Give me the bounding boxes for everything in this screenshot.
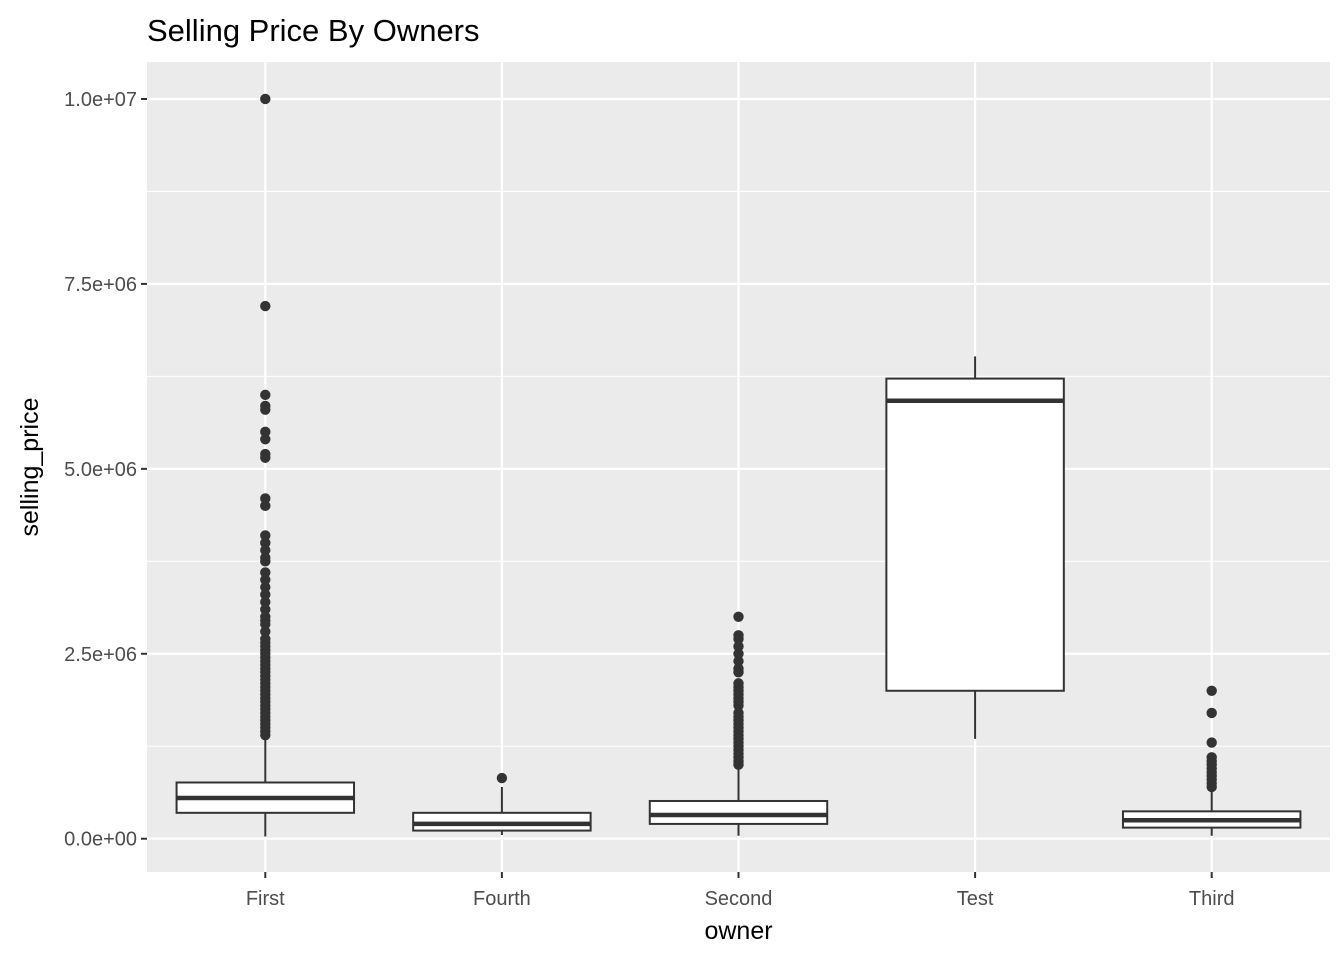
outlier-point [260,493,271,504]
outlier-point [260,567,271,578]
outlier-point [733,700,744,711]
y-tick-label: 0.0e+00 [64,829,137,851]
x-tick-label: Second [705,888,773,910]
outlier-point [260,500,271,512]
y-axis: 0.0e+00 2.5e+06 5.0e+06 7.5e+06 1.0e+07 [64,89,147,851]
outlier-point [260,604,271,615]
outlier-point [496,772,508,784]
outlier-point [1206,737,1217,748]
x-tick-label: Third [1189,888,1235,910]
y-tick-label: 1.0e+07 [64,89,137,111]
outlier-point [260,545,271,556]
x-axis: First Fourth Second Test Third [246,872,1235,910]
box-second [648,611,829,836]
outlier-point [733,759,744,770]
outlier-point [260,426,271,438]
outlier-point [733,667,744,678]
outlier-point [733,655,744,667]
outlier-point [260,729,271,741]
outlier-point [1206,685,1217,696]
box-iqr [648,799,829,825]
box-iqr [885,377,1065,692]
outlier-point [260,582,271,593]
x-tick-label: Fourth [473,888,531,910]
box-fourth [412,772,592,836]
box-third [1121,685,1302,836]
outlier-point [260,93,271,105]
outlier-point [260,530,271,541]
outlier-point [260,626,271,637]
outlier-point [733,633,744,645]
outlier-point [260,434,271,445]
outlier-point [260,452,271,463]
outlier-point [260,389,271,401]
outlier-point [260,404,271,415]
outlier-point [260,556,271,567]
outlier-point [1206,707,1217,719]
y-tick-label: 2.5e+06 [64,644,137,666]
outlier-point [733,648,744,659]
box-first [175,93,356,837]
outlier-point [260,618,271,630]
box-series [175,93,1302,837]
x-axis-title: owner [704,917,772,945]
outlier-point [733,611,744,622]
y-axis-title: selling_price [16,398,44,537]
outlier-point [733,641,744,652]
outlier-point [260,537,271,549]
x-tick-label: Test [957,888,994,910]
chart-title: Selling Price By Owners [147,13,480,48]
outlier-point [260,589,271,600]
outlier-point [260,596,271,608]
y-tick-label: 7.5e+06 [64,274,137,296]
outlier-point [260,300,271,312]
box-test [885,356,1065,739]
x-tick-label: First [246,888,285,910]
y-tick-label: 5.0e+06 [64,459,137,481]
outlier-point [1206,781,1217,793]
outlier-point [260,574,271,586]
